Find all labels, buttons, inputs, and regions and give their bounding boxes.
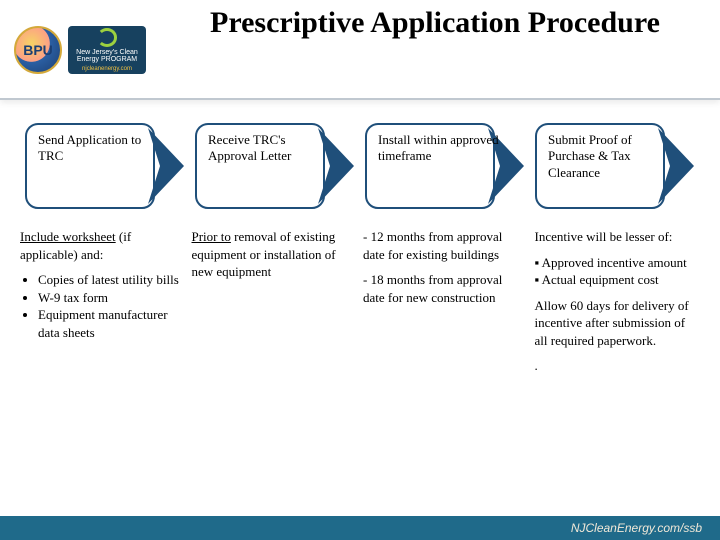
detail-col-3: - 12 months from approval date for exist… <box>363 228 529 383</box>
flow-step-2: Receive TRC's Approval Letter <box>190 120 360 212</box>
detail-tail-4: Allow 60 days for delivery of incentive … <box>535 297 697 350</box>
bpu-logo: BPU <box>14 26 62 74</box>
flow-step-1: Send Application to TRC <box>20 120 190 212</box>
process-flow: Send Application to TRC Receive TRC's Ap… <box>20 120 700 212</box>
header-band: BPU New Jersey's Clean Energy PROGRAM nj… <box>0 0 720 100</box>
detail-lead-1: Include worksheet (if applicable) and: <box>20 228 182 263</box>
detail-bullet-1-1: Copies of latest utility bills <box>38 271 182 289</box>
clean-energy-logo-text: New Jersey's Clean Energy PROGRAM <box>70 49 144 64</box>
bpu-logo-text: BPU <box>23 43 53 57</box>
detail-col-1: Include worksheet (if applicable) and: Co… <box>20 228 186 383</box>
detail-sqbullets-4: ▪ Approved incentive amount▪ Actual equi… <box>535 254 697 289</box>
detail-bullet-1-2: W-9 tax form <box>38 289 182 307</box>
detail-para-3-2: - 18 months from approval date for new c… <box>363 271 525 306</box>
footer-url: NJCleanEnergy.com/ssb <box>571 521 702 535</box>
detail-bullets-1: Copies of latest utility billsW-9 tax fo… <box>20 271 182 341</box>
detail-para-3-1: - 12 months from approval date for exist… <box>363 228 525 263</box>
flow-step-label-1: Send Application to TRC <box>38 132 164 165</box>
flow-step-label-4: Submit Proof of Purchase & Tax Clearance <box>548 132 674 181</box>
swirl-icon <box>97 28 117 47</box>
detail-bullet-1-3: Equipment manufacturer data sheets <box>38 306 182 341</box>
detail-dot-4: . <box>535 357 697 375</box>
footer-bar: NJCleanEnergy.com/ssb <box>0 516 720 540</box>
flow-step-3: Install within approved timeframe <box>360 120 530 212</box>
detail-lead-2: Prior to removal of existing equipment o… <box>192 228 354 281</box>
details-row: Include worksheet (if applicable) and: Co… <box>20 228 700 383</box>
detail-sqbullet-4-2: ▪ Actual equipment cost <box>535 271 697 289</box>
clean-energy-logo: New Jersey's Clean Energy PROGRAM njclea… <box>68 26 146 74</box>
clean-energy-logo-url: njcleanenergy.com <box>82 66 132 72</box>
page-title: Prescriptive Application Procedure <box>170 6 700 40</box>
detail-lead-4: Incentive will be lesser of: <box>535 228 697 246</box>
flow-step-label-2: Receive TRC's Approval Letter <box>208 132 334 165</box>
flow-step-label-3: Install within approved timeframe <box>378 132 504 165</box>
detail-sqbullet-4-1: ▪ Approved incentive amount <box>535 254 697 272</box>
detail-col-4: Incentive will be lesser of: ▪ Approved i… <box>535 228 701 383</box>
flow-step-4: Submit Proof of Purchase & Tax Clearance <box>530 120 700 212</box>
header-logos: BPU New Jersey's Clean Energy PROGRAM nj… <box>14 14 154 86</box>
detail-col-2: Prior to removal of existing equipment o… <box>192 228 358 383</box>
